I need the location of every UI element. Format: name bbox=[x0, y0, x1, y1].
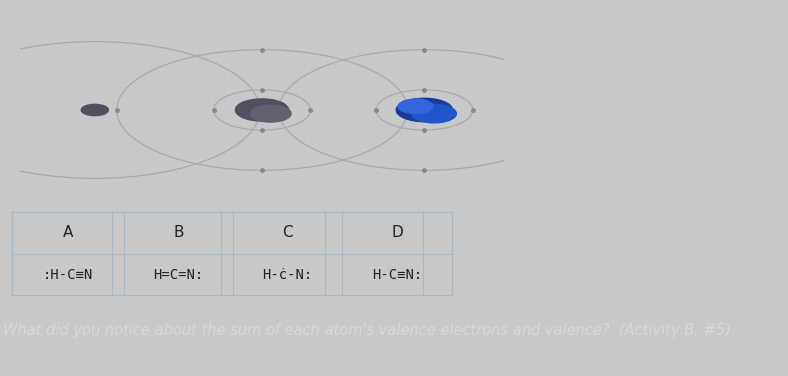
Text: :H-C≡N: :H-C≡N bbox=[43, 268, 93, 282]
Circle shape bbox=[412, 105, 456, 123]
Circle shape bbox=[251, 105, 291, 122]
Circle shape bbox=[81, 105, 109, 115]
Text: B: B bbox=[173, 225, 184, 240]
Text: H-C≡N:: H-C≡N: bbox=[372, 268, 422, 282]
Text: D: D bbox=[391, 225, 403, 240]
Text: H=C=N:: H=C=N: bbox=[153, 268, 203, 282]
Text: H-ċ-N:: H-ċ-N: bbox=[262, 268, 313, 282]
Text: A: A bbox=[62, 225, 72, 240]
Circle shape bbox=[236, 99, 288, 121]
Text: What did you notice about the sum of each atom's valence electrons and valence? : What did you notice about the sum of eac… bbox=[3, 323, 731, 338]
Circle shape bbox=[396, 98, 452, 122]
Text: C: C bbox=[282, 225, 293, 240]
Circle shape bbox=[398, 99, 433, 114]
